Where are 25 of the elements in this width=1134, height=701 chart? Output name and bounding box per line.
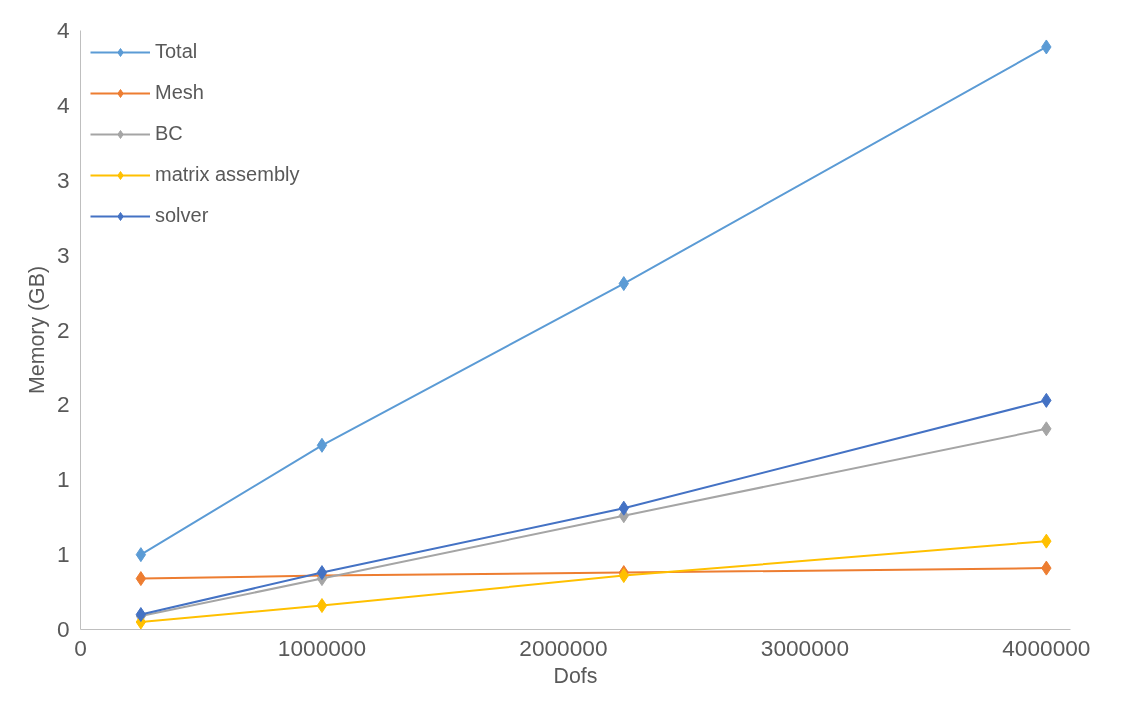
x-axis-title: Dofs — [553, 663, 598, 688]
legend-label: BC — [155, 122, 183, 145]
legend-label: matrix assembly — [155, 163, 300, 186]
y-tick-label: 4 — [56, 17, 70, 43]
y-tick-label: 0 — [56, 616, 70, 642]
y-tick-label: 3 — [56, 241, 70, 268]
y-tick-label: 1 — [56, 466, 70, 493]
y-axis-title: Memory (GB) — [24, 266, 49, 394]
x-tick-label: 4000000 — [1002, 634, 1091, 661]
x-tick-label: 1000000 — [277, 634, 367, 661]
y-tick-label: 2 — [56, 316, 70, 343]
legend-label: Total — [155, 40, 198, 63]
x-tick-label: 0 — [74, 634, 87, 661]
y-tick-label: 4 — [56, 91, 70, 118]
point — [316, 437, 328, 453]
legend-label: solver — [155, 204, 209, 227]
y-tick-label: 2 — [56, 391, 70, 418]
y-tick-label: 3 — [56, 166, 70, 193]
point — [135, 547, 147, 563]
point — [316, 598, 328, 614]
legend-label: Mesh — [155, 81, 204, 104]
y-tick-label: 1 — [56, 541, 70, 568]
point — [135, 571, 147, 587]
x-tick-label: 3000000 — [760, 634, 849, 661]
x-tick-label: 2000000 — [519, 634, 608, 661]
